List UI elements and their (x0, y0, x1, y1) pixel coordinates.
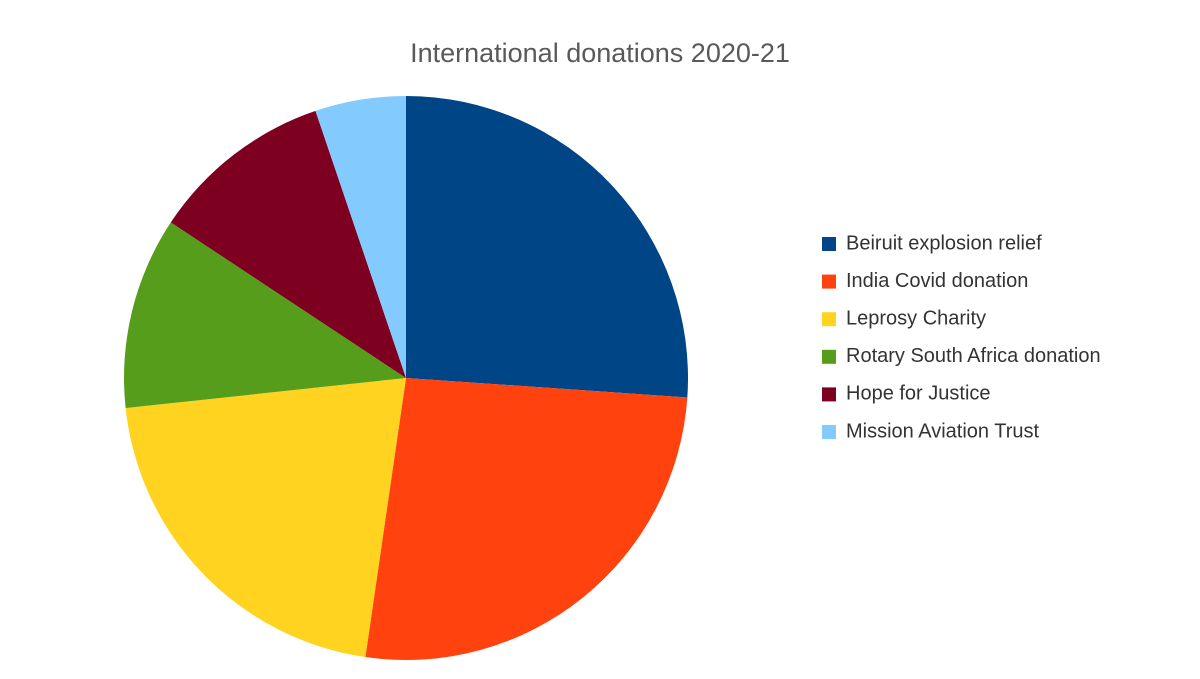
legend-label: Mission Aviation Trust (846, 420, 1039, 442)
legend-label: Leprosy Charity (846, 307, 986, 329)
pie-slice (125, 378, 406, 658)
legend-label: Rotary South Africa donation (846, 345, 1101, 367)
legend-swatch (822, 387, 836, 402)
legend-swatch (822, 425, 836, 439)
chart-title: International donations 2020-21 (410, 38, 790, 68)
legend-label: Beiruit explosion relief (846, 232, 1042, 254)
pie-slice (170, 110, 406, 379)
legend-swatch (822, 274, 836, 289)
pie-slice (365, 378, 688, 661)
pie-slice (315, 96, 406, 378)
pie-slice (406, 96, 688, 398)
legend-swatch (822, 237, 836, 251)
legend-label: India Covid donation (846, 270, 1028, 292)
pie-slice (124, 222, 407, 409)
legend-swatch (822, 349, 836, 364)
legend-swatch (822, 312, 836, 327)
legend-label: Hope for Justice (846, 383, 991, 405)
